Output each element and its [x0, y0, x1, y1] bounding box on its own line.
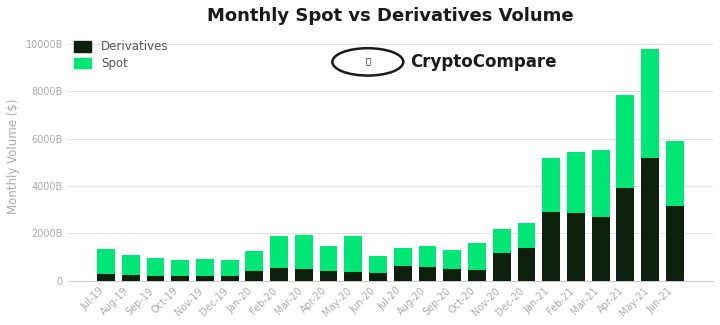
Bar — [196, 259, 214, 276]
Title: Monthly Spot vs Derivatives Volume: Monthly Spot vs Derivatives Volume — [207, 7, 574, 25]
Bar — [418, 246, 436, 267]
Bar — [444, 269, 461, 281]
Text: 📈: 📈 — [365, 58, 370, 66]
Bar — [369, 273, 387, 281]
Bar — [246, 251, 264, 271]
Bar — [97, 274, 115, 281]
Bar — [196, 276, 214, 281]
Bar — [295, 235, 312, 269]
Bar — [492, 254, 510, 281]
Bar — [518, 223, 536, 248]
Bar — [171, 276, 189, 281]
Bar — [270, 236, 288, 268]
Bar — [666, 206, 684, 281]
Bar — [295, 269, 312, 281]
Bar — [221, 276, 238, 281]
Bar — [666, 141, 684, 206]
Bar — [147, 258, 164, 276]
Bar — [592, 217, 610, 281]
Bar — [147, 276, 164, 281]
Bar — [642, 158, 659, 281]
Bar — [616, 188, 634, 281]
Bar — [394, 266, 412, 281]
Bar — [592, 150, 610, 217]
Bar — [221, 260, 238, 276]
Bar — [492, 228, 510, 254]
Bar — [468, 270, 486, 281]
Bar — [246, 271, 264, 281]
Bar — [122, 255, 140, 275]
Bar — [320, 271, 338, 281]
Bar — [320, 246, 338, 271]
Bar — [616, 95, 634, 188]
Y-axis label: Monthly Volume ($): Monthly Volume ($) — [7, 98, 20, 214]
Bar — [542, 212, 560, 281]
Bar — [171, 260, 189, 276]
Bar — [369, 256, 387, 273]
Bar — [122, 275, 140, 281]
Bar — [344, 272, 362, 281]
Bar — [518, 248, 536, 281]
Bar — [418, 267, 436, 281]
Bar — [542, 158, 560, 212]
Legend: Derivatives, Spot: Derivatives, Spot — [73, 40, 168, 70]
Bar — [567, 152, 585, 213]
Bar — [394, 248, 412, 266]
Bar — [270, 268, 288, 281]
Bar — [344, 236, 362, 272]
Bar — [642, 49, 659, 158]
Bar — [468, 243, 486, 270]
Bar — [567, 213, 585, 281]
Text: CryptoCompare: CryptoCompare — [410, 53, 557, 71]
Bar — [444, 250, 461, 269]
Bar — [97, 249, 115, 274]
